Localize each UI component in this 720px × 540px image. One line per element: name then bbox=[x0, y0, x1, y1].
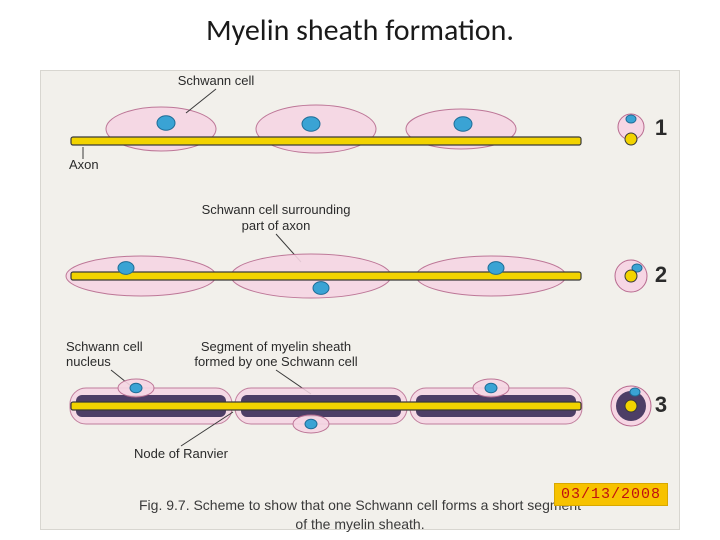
svg-text:Axon: Axon bbox=[69, 157, 99, 172]
svg-text:2: 2 bbox=[655, 262, 667, 287]
svg-text:1: 1 bbox=[655, 115, 667, 140]
svg-text:Schwann cell surrounding: Schwann cell surrounding bbox=[202, 202, 351, 217]
figure-area: Schwann cell Axon 1 Schwann cell surroundin… bbox=[40, 70, 680, 530]
caption-line-1: Fig. 9.7. Scheme to show that one Schwan… bbox=[139, 497, 581, 513]
slide-title: Myelin sheath formation. bbox=[0, 0, 720, 55]
svg-text:Schwann cell: Schwann cell bbox=[178, 73, 255, 88]
caption-line-2: of the myelin sheath. bbox=[295, 516, 424, 532]
photo-timestamp: 03/13/2008 bbox=[554, 483, 668, 506]
svg-text:Node of Ranvier: Node of Ranvier bbox=[134, 446, 229, 461]
svg-text:formed by one Schwann cell: formed by one Schwann cell bbox=[194, 354, 357, 369]
svg-text:3: 3 bbox=[655, 392, 667, 417]
svg-text:Schwann cell: Schwann cell bbox=[66, 339, 143, 354]
svg-text:nucleus: nucleus bbox=[66, 354, 111, 369]
diagram-svg: Schwann cell Axon 1 Schwann cell surroundin… bbox=[41, 71, 681, 501]
svg-text:part of axon: part of axon bbox=[242, 218, 311, 233]
svg-text:Segment of myelin sheath: Segment of myelin sheath bbox=[201, 339, 351, 354]
